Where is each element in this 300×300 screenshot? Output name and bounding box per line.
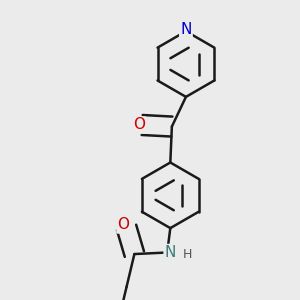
Text: O: O [133, 118, 145, 133]
Text: H: H [183, 248, 192, 261]
Text: N: N [165, 245, 176, 260]
Text: N: N [180, 22, 192, 37]
Text: O: O [117, 218, 129, 232]
